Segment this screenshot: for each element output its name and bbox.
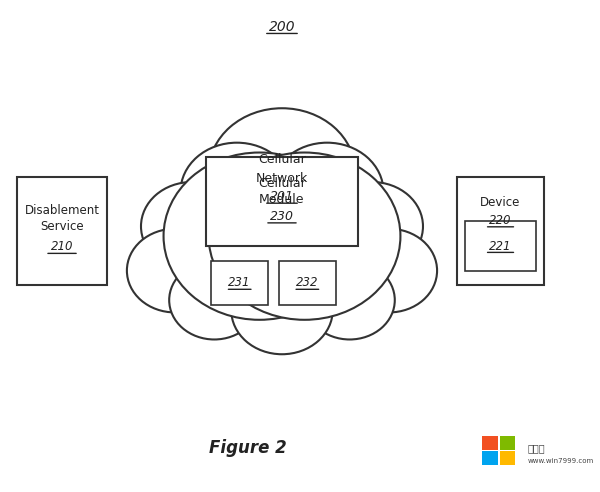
Text: Cellular: Cellular [258, 154, 306, 166]
FancyBboxPatch shape [482, 451, 498, 465]
Circle shape [231, 266, 333, 354]
Text: 232: 232 [296, 277, 319, 289]
FancyBboxPatch shape [457, 177, 544, 285]
Circle shape [209, 108, 355, 236]
FancyBboxPatch shape [500, 436, 515, 450]
Text: 231: 231 [229, 277, 251, 289]
Text: 210: 210 [51, 241, 73, 253]
Text: Disablement: Disablement [25, 204, 100, 217]
Text: 220: 220 [489, 214, 512, 227]
Circle shape [305, 261, 395, 339]
Circle shape [209, 153, 400, 320]
Text: 系统粉: 系统粉 [527, 443, 545, 453]
FancyBboxPatch shape [211, 261, 268, 305]
Text: www.win7999.com: www.win7999.com [527, 458, 593, 464]
FancyBboxPatch shape [206, 157, 358, 246]
Text: 200: 200 [269, 20, 295, 34]
Circle shape [341, 229, 437, 312]
Text: 201: 201 [270, 190, 294, 203]
Circle shape [141, 182, 242, 271]
Text: 230: 230 [270, 210, 294, 223]
Circle shape [169, 261, 259, 339]
Text: Cellular: Cellular [258, 177, 306, 189]
Text: 221: 221 [489, 240, 512, 252]
Circle shape [322, 182, 423, 271]
Text: Module: Module [259, 193, 305, 206]
Circle shape [181, 143, 293, 241]
FancyBboxPatch shape [482, 436, 498, 450]
FancyBboxPatch shape [279, 261, 335, 305]
Text: Network: Network [256, 172, 308, 184]
FancyBboxPatch shape [500, 451, 515, 465]
Circle shape [271, 143, 383, 241]
FancyBboxPatch shape [17, 177, 107, 285]
Text: Figure 2: Figure 2 [209, 439, 287, 457]
FancyBboxPatch shape [465, 221, 536, 271]
Circle shape [127, 229, 223, 312]
Text: Device: Device [481, 196, 521, 209]
Text: Service: Service [40, 220, 84, 233]
Circle shape [164, 153, 355, 320]
